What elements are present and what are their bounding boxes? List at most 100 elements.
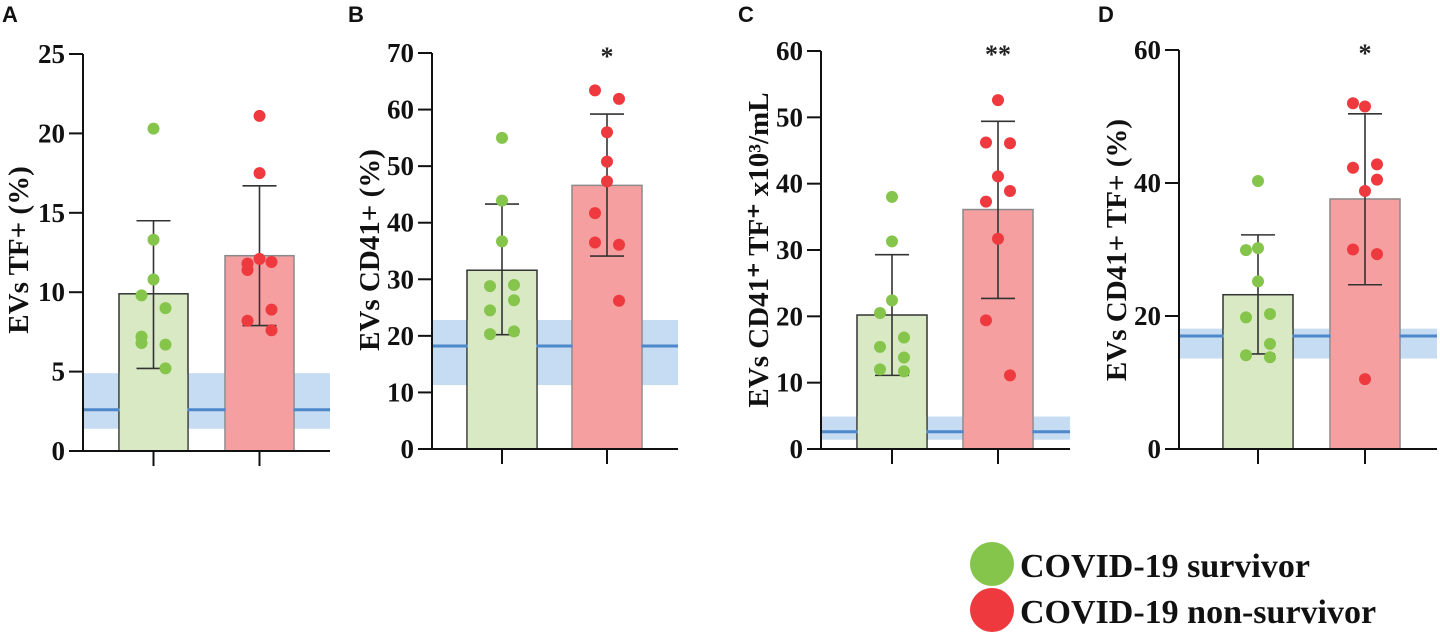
y-tick-label: 15: [38, 198, 65, 228]
point-survivor: [874, 340, 886, 353]
point-nonsurvivor: [1371, 158, 1383, 171]
point-nonsurvivor: [980, 136, 992, 149]
point-nonsurvivor: [980, 195, 992, 208]
point-survivor: [874, 363, 886, 376]
point-nonsurvivor: [1347, 243, 1359, 256]
point-survivor: [508, 278, 520, 291]
point-nonsurvivor: [241, 314, 254, 327]
bar-nonsurvivor-fill: [963, 416, 1033, 449]
point-nonsurvivor: [1359, 100, 1371, 113]
y-tick-label: 10: [776, 368, 803, 398]
point-nonsurvivor: [980, 314, 992, 327]
bar-nonsurvivor-fill: [572, 320, 642, 449]
y-tick-label: 70: [387, 38, 414, 68]
point-nonsurvivor: [1359, 373, 1371, 386]
bar-nonsurvivor-fill: [225, 373, 294, 451]
y-tick-label: 50: [387, 151, 414, 181]
bar-nonsurvivor-fill: [1330, 328, 1400, 449]
y-tick-label: 0: [401, 434, 415, 464]
point-survivor: [1252, 275, 1264, 288]
point-survivor: [159, 362, 172, 375]
point-nonsurvivor: [601, 175, 613, 188]
y-axis-label: EVs TF+ (%): [3, 166, 35, 333]
y-axis-label: EVs CD41⁺ TF⁺ x10³/mL: [743, 92, 775, 407]
point-nonsurvivor: [589, 236, 601, 249]
point-nonsurvivor: [613, 238, 625, 251]
point-survivor: [484, 328, 496, 341]
point-nonsurvivor: [253, 167, 266, 180]
point-nonsurvivor: [589, 207, 601, 220]
point-survivor: [1252, 175, 1264, 188]
point-nonsurvivor: [601, 126, 613, 139]
point-survivor: [898, 351, 910, 364]
legend: COVID-19 survivor COVID-19 non-survivor: [970, 542, 1376, 632]
point-survivor: [1240, 244, 1252, 257]
point-survivor: [1252, 242, 1264, 255]
point-nonsurvivor: [241, 257, 254, 270]
panel-letter: C: [738, 2, 754, 27]
point-nonsurvivor: [992, 94, 1004, 107]
legend-nonsurvivor-marker: [970, 588, 1014, 632]
panel-b: B 0 10 20 30 40 50 60 70 EVs CD41+ (%) *: [348, 2, 678, 464]
y-tick-label: 20: [776, 301, 803, 331]
point-survivor: [147, 233, 160, 246]
point-nonsurvivor: [253, 252, 266, 265]
point-survivor: [1240, 349, 1252, 362]
point-nonsurvivor: [265, 256, 278, 269]
y-tick-label: 50: [776, 102, 803, 132]
y-tick-label: 60: [776, 36, 803, 66]
point-survivor: [508, 325, 520, 338]
point-survivor: [886, 235, 898, 248]
y-tick-label: 30: [387, 264, 414, 294]
y-tick-label: 40: [1134, 168, 1161, 198]
significance-marker: *: [601, 42, 614, 71]
point-nonsurvivor: [613, 294, 625, 307]
legend-survivor-label: COVID-19 survivor: [1020, 548, 1310, 585]
y-tick-label: 20: [38, 118, 65, 148]
point-nonsurvivor: [1004, 184, 1016, 197]
y-axis-label: EVs CD41+ (%): [354, 149, 386, 351]
panel-letter: B: [348, 2, 364, 27]
panel-letter: D: [1098, 2, 1114, 27]
y-tick-label: 40: [776, 169, 803, 199]
point-nonsurvivor: [265, 303, 278, 316]
legend-nonsurvivor-label: COVID-19 non-survivor: [1020, 594, 1376, 631]
point-nonsurvivor: [265, 324, 278, 337]
point-nonsurvivor: [1347, 161, 1359, 174]
point-nonsurvivor: [1359, 184, 1371, 197]
y-tick-label: 40: [387, 208, 414, 238]
point-survivor: [1264, 351, 1276, 364]
point-survivor: [874, 307, 886, 320]
point-survivor: [484, 280, 496, 293]
panel-letter: A: [2, 2, 18, 27]
point-nonsurvivor: [253, 109, 266, 122]
y-tick-label: 60: [1134, 35, 1161, 65]
point-survivor: [886, 294, 898, 307]
significance-marker: *: [1359, 39, 1372, 68]
point-survivor: [1264, 337, 1276, 350]
point-survivor: [496, 131, 508, 144]
point-survivor: [508, 294, 520, 307]
significance-marker: **: [985, 40, 1011, 69]
point-survivor: [135, 337, 148, 350]
y-tick-label: 30: [776, 235, 803, 265]
point-survivor: [898, 365, 910, 378]
point-survivor: [898, 331, 910, 344]
y-tick-label: 25: [38, 39, 65, 69]
y-tick-label: 20: [387, 321, 414, 351]
point-nonsurvivor: [589, 84, 601, 97]
point-nonsurvivor: [1371, 248, 1383, 261]
y-tick-label: 10: [387, 377, 414, 407]
point-nonsurvivor: [1004, 369, 1016, 382]
point-nonsurvivor: [1347, 97, 1359, 110]
point-nonsurvivor: [1371, 173, 1383, 186]
bar-survivor-fill: [857, 416, 927, 449]
y-axis-label: EVs CD41+ TF+ (%): [1101, 119, 1133, 381]
point-nonsurvivor: [992, 232, 1004, 245]
panel-a: A 0 5 10 15 20 25 EVs TF+ (%): [2, 2, 330, 466]
point-survivor: [159, 338, 172, 351]
point-survivor: [496, 194, 508, 207]
y-tick-label: 60: [387, 95, 414, 125]
y-tick-label: 5: [52, 357, 66, 387]
